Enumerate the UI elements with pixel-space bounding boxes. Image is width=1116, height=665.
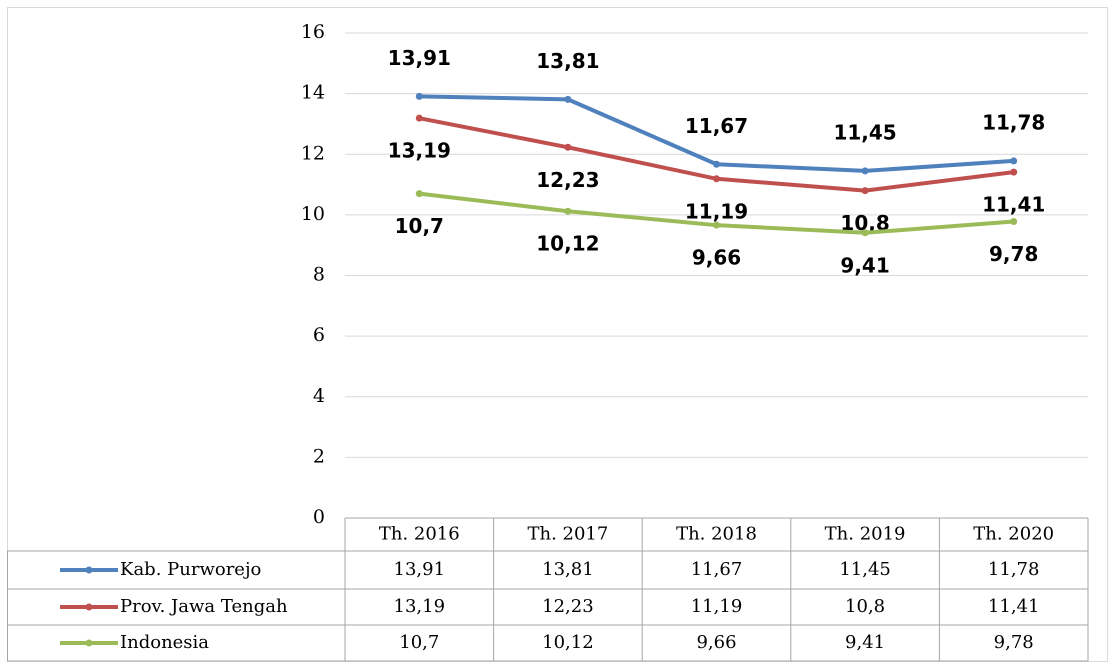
data-label: 13,19 [388, 139, 451, 163]
table-cell: 11,67 [691, 559, 743, 580]
point [713, 221, 720, 229]
legend-marker [85, 603, 93, 611]
point [415, 190, 423, 198]
table-cell: 10,12 [542, 632, 594, 653]
table-cell: 9,41 [845, 632, 885, 653]
legend-label: Prov. Jawa Tengah [120, 596, 288, 617]
y-tick-label: 2 [313, 445, 325, 467]
legend-marker [85, 639, 93, 647]
x-tick-label: Th. 2018 [676, 524, 757, 545]
table-cell: 10,8 [845, 596, 885, 617]
data-label: 11,41 [982, 193, 1045, 217]
point [415, 114, 423, 122]
legend-label: Kab. Purworejo [120, 559, 261, 580]
point [564, 95, 572, 103]
legend-label: Indonesia [120, 632, 209, 653]
point [861, 187, 869, 195]
table-cell: 13,91 [394, 559, 446, 580]
table-cell: 12,23 [542, 596, 594, 617]
table-cell: 13,81 [542, 559, 594, 580]
point [1010, 168, 1018, 176]
legend-marker [85, 566, 93, 574]
x-tick-label: Th. 2019 [825, 524, 906, 545]
table-cell: 9,66 [696, 632, 736, 653]
point [861, 229, 869, 237]
data-label: 10,7 [395, 214, 444, 238]
y-tick-label: 6 [313, 324, 325, 346]
y-tick-label: 12 [301, 142, 325, 164]
point [713, 160, 720, 168]
data-label: 13,81 [536, 49, 599, 73]
y-tick-label: 0 [313, 506, 325, 528]
point [564, 207, 572, 215]
point [415, 92, 423, 100]
table-cell: 13,19 [394, 596, 446, 617]
data-label: 11,45 [833, 120, 896, 144]
chart-border [7, 7, 1108, 662]
table-cell: 11,45 [839, 559, 891, 580]
x-tick-label: Th. 2020 [973, 524, 1054, 545]
point [861, 167, 869, 175]
point [1010, 157, 1018, 165]
table-cell: 10,7 [399, 632, 439, 653]
x-tick-label: Th. 2016 [379, 524, 460, 545]
y-tick-label: 10 [301, 203, 325, 225]
data-label: 13,91 [388, 46, 451, 70]
data-label: 12,23 [536, 168, 599, 192]
table-cell: 11,41 [988, 596, 1040, 617]
point [1010, 218, 1018, 226]
data-label: 9,66 [692, 246, 741, 270]
y-tick-label: 8 [313, 264, 325, 286]
data-label: 10,12 [536, 232, 599, 256]
table-cell: 11,19 [691, 596, 743, 617]
point [713, 175, 720, 183]
table-cell: 11,78 [988, 559, 1040, 580]
y-tick-label: 14 [301, 82, 325, 104]
data-label: 9,41 [840, 253, 889, 277]
data-label: 11,19 [685, 199, 748, 223]
data-label: 11,67 [685, 114, 748, 138]
y-tick-label: 4 [313, 385, 325, 407]
point [564, 143, 572, 151]
data-label: 11,78 [982, 110, 1045, 134]
data-label: 9,78 [989, 242, 1038, 266]
x-tick-label: Th. 2017 [527, 524, 608, 545]
table-cell: 9,78 [994, 632, 1034, 653]
y-tick-label: 16 [301, 21, 325, 43]
